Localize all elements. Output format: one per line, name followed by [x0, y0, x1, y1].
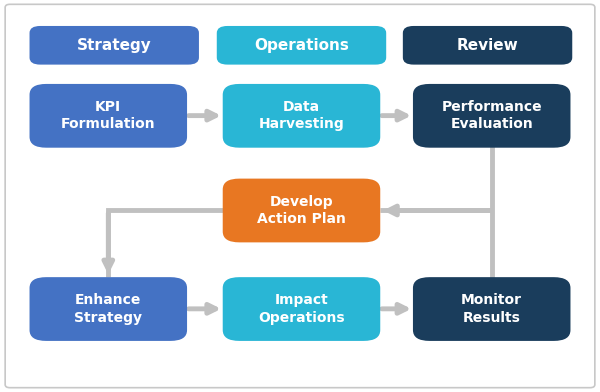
FancyBboxPatch shape: [217, 26, 386, 65]
FancyBboxPatch shape: [29, 26, 199, 65]
Text: Strategy: Strategy: [77, 38, 152, 53]
Text: Impact
Operations: Impact Operations: [258, 293, 345, 325]
FancyBboxPatch shape: [223, 84, 380, 148]
FancyBboxPatch shape: [29, 277, 187, 341]
FancyBboxPatch shape: [413, 277, 571, 341]
FancyBboxPatch shape: [223, 277, 380, 341]
Text: Enhance
Strategy: Enhance Strategy: [74, 293, 142, 325]
Text: Performance
Evaluation: Performance Evaluation: [442, 100, 542, 131]
Text: Operations: Operations: [254, 38, 349, 53]
FancyBboxPatch shape: [403, 26, 572, 65]
FancyBboxPatch shape: [413, 84, 571, 148]
Text: KPI
Formulation: KPI Formulation: [61, 100, 155, 131]
Text: Monitor
Results: Monitor Results: [461, 293, 522, 325]
Text: Develop
Action Plan: Develop Action Plan: [257, 195, 346, 226]
FancyBboxPatch shape: [29, 84, 187, 148]
FancyBboxPatch shape: [5, 4, 595, 388]
Text: Review: Review: [457, 38, 518, 53]
FancyBboxPatch shape: [223, 179, 380, 242]
Text: Data
Harvesting: Data Harvesting: [259, 100, 344, 131]
